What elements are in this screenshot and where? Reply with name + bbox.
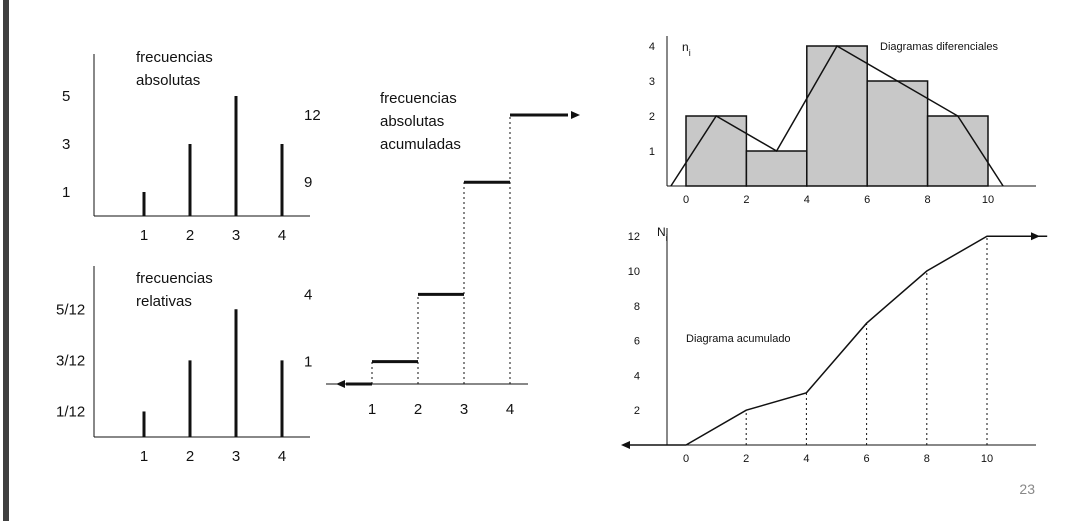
dif-y-tick-2: 2 <box>649 111 655 123</box>
cum-right-arrow <box>571 110 580 119</box>
cum-y-tick-9: 9 <box>304 174 312 191</box>
cum-title-line-2: absolutas <box>380 113 444 130</box>
acu-y-tick-12: 12 <box>628 231 640 243</box>
rel-y-tick: 1/12 <box>56 403 85 420</box>
rel-x-tick-3: 3 <box>232 448 240 465</box>
abs-title-line-1: frecuencias <box>136 49 213 66</box>
cum-x-tick-4: 4 <box>506 401 514 418</box>
acu-cumulative-line <box>625 235 1048 446</box>
slide-accent-bar <box>3 0 9 521</box>
cum-title-line-3: acumuladas <box>380 136 461 153</box>
acu-right-arrow <box>1031 232 1040 241</box>
abs-title-line-2: absolutas <box>136 72 200 89</box>
cum-title-line-1: frecuencias <box>380 90 457 107</box>
acu-left-arrow <box>621 441 630 449</box>
acu-x-tick-10: 10 <box>981 453 993 465</box>
cum-x-tick-1: 1 <box>368 401 376 418</box>
rel-x-tick-4: 4 <box>278 448 286 465</box>
abs-y-tick: 3 <box>62 136 70 153</box>
dif-x-tick-10: 10 <box>982 194 994 206</box>
dif-y-label-subscript: i <box>689 48 691 58</box>
dif-y-tick-3: 3 <box>649 76 655 88</box>
dif-x-tick-6: 6 <box>864 194 870 206</box>
rel-x-tick-2: 2 <box>186 448 194 465</box>
abs-y-tick: 1 <box>62 184 70 201</box>
acu-y-label-subscript: i <box>666 233 668 243</box>
dif-x-tick-4: 4 <box>804 194 810 206</box>
acu-x-tick-4: 4 <box>803 453 809 465</box>
dif-frequency-polygon <box>670 44 1004 187</box>
cum-y-tick-4: 4 <box>304 286 312 303</box>
dif-bin-5 <box>926 115 989 187</box>
dif-x-tick-0: 0 <box>683 194 689 206</box>
abs-x-tick-4: 4 <box>278 227 286 244</box>
acu-y-tick-8: 8 <box>634 301 640 313</box>
abs-x-tick-1: 1 <box>140 227 148 244</box>
cum-y-tick-12: 12 <box>304 107 321 124</box>
dif-y-label: ni <box>682 40 691 58</box>
dif-x-tick-2: 2 <box>743 194 749 206</box>
rel-title-line-1: frecuencias <box>136 270 213 287</box>
dif-y-tick-4: 4 <box>649 41 655 53</box>
dif-bin-3 <box>806 45 868 187</box>
dif-bin-1 <box>685 115 748 187</box>
acu-y-tick-2: 2 <box>634 405 640 417</box>
abs-y-tick: 5 <box>62 88 70 105</box>
cum-x-tick-3: 3 <box>460 401 468 418</box>
dif-title: Diagramas diferenciales <box>880 41 998 53</box>
acu-y-label: Ni <box>657 225 668 243</box>
acu-x-tick-0: 0 <box>683 453 689 465</box>
acu-x-tick-6: 6 <box>864 453 870 465</box>
rel-y-tick: 3/12 <box>56 352 85 369</box>
rel-title-line-2: relativas <box>136 293 192 310</box>
dif-bin-4 <box>866 80 929 187</box>
page-number: 23 <box>1019 481 1035 497</box>
acu-y-tick-6: 6 <box>634 336 640 348</box>
cum-y-tick-1: 1 <box>304 354 312 371</box>
rel-x-tick-1: 1 <box>140 448 148 465</box>
acu-x-tick-2: 2 <box>743 453 749 465</box>
rel-y-tick: 5/12 <box>56 301 85 318</box>
dif-x-tick-8: 8 <box>925 194 931 206</box>
dif-bin-2 <box>745 150 808 187</box>
abs-x-tick-3: 3 <box>232 227 240 244</box>
cum-left-arrow <box>336 380 345 388</box>
abs-x-tick-2: 2 <box>186 227 194 244</box>
acu-x-tick-8: 8 <box>924 453 930 465</box>
acu-title: Diagrama acumulado <box>686 333 791 345</box>
acu-y-tick-4: 4 <box>634 370 640 382</box>
cum-x-tick-2: 2 <box>414 401 422 418</box>
dif-y-tick-1: 1 <box>649 146 655 158</box>
acu-y-tick-10: 10 <box>628 266 640 278</box>
